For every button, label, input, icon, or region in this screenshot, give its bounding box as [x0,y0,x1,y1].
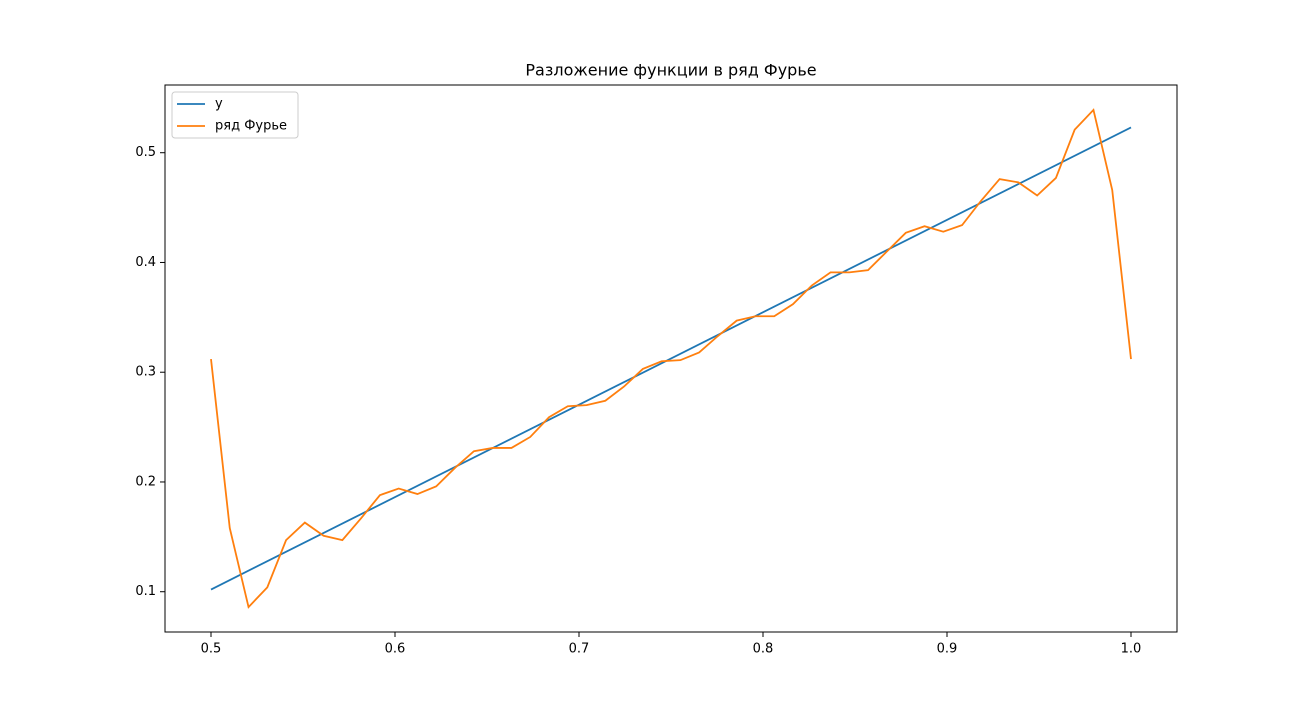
x-tick-label: 0.9 [937,642,958,657]
y-tick-label: 0.3 [135,365,156,380]
x-tick-label: 0.8 [753,642,774,657]
x-tick-label: 0.5 [201,642,222,657]
plot-frame [164,84,1178,633]
x-tick-label: 0.6 [385,642,406,657]
y-tick-label: 0.1 [135,584,156,599]
chart-title: Разложение функции в ряд Фурье [525,61,816,80]
legend-label: y [215,97,223,112]
y-tick-label: 0.2 [135,474,156,489]
y-tick-label: 0.5 [135,145,156,160]
x-tick-label: 0.7 [569,642,590,657]
y-tick-label: 0.4 [135,255,156,270]
series-line [210,108,1132,609]
x-tick-label: 1.0 [1121,642,1142,657]
legend-label: ряд Фурье [215,119,287,134]
